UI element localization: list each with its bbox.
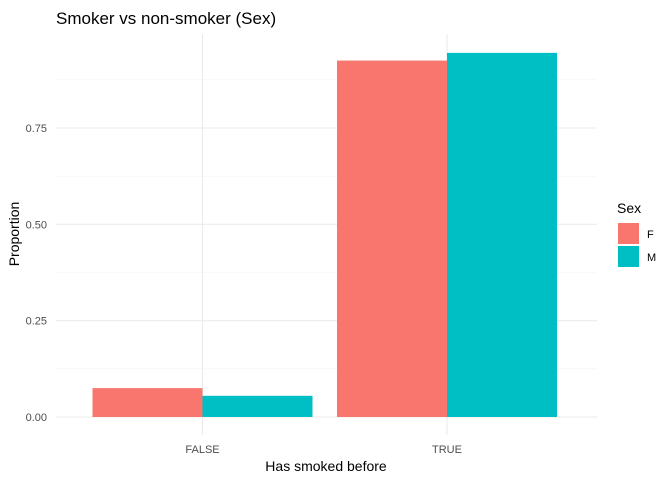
legend-title: Sex	[617, 200, 641, 216]
x-axis-tick-labels: FALSE TRUE	[185, 444, 462, 456]
bar-m-false	[202, 395, 313, 417]
legend-key-m	[618, 246, 639, 267]
legend-items: FM	[618, 223, 656, 267]
x-axis-title: Has smoked before	[265, 458, 387, 474]
x-tick-label: TRUE	[432, 444, 462, 456]
legend: Sex FM	[617, 200, 656, 267]
plot-area	[56, 34, 597, 435]
legend-key-f	[618, 223, 639, 244]
legend-label-f: F	[647, 229, 654, 241]
y-tick-label: 0.25	[26, 316, 47, 328]
y-tick-label: 0.50	[26, 219, 47, 231]
y-tick-label: 0.75	[26, 123, 47, 135]
legend-label-m: M	[647, 252, 656, 264]
bars	[92, 52, 557, 418]
bar-f-true	[337, 60, 447, 418]
y-axis-tick-labels: 0.00 0.25 0.50 0.75	[26, 123, 47, 424]
y-tick-label: 0.00	[26, 412, 47, 424]
bar-f-false	[92, 388, 203, 417]
x-tick-label: FALSE	[185, 444, 219, 456]
y-axis-title: Proportion	[6, 202, 22, 267]
chart-title: Smoker vs non-smoker (Sex)	[56, 9, 276, 28]
bar-m-true	[447, 52, 557, 418]
